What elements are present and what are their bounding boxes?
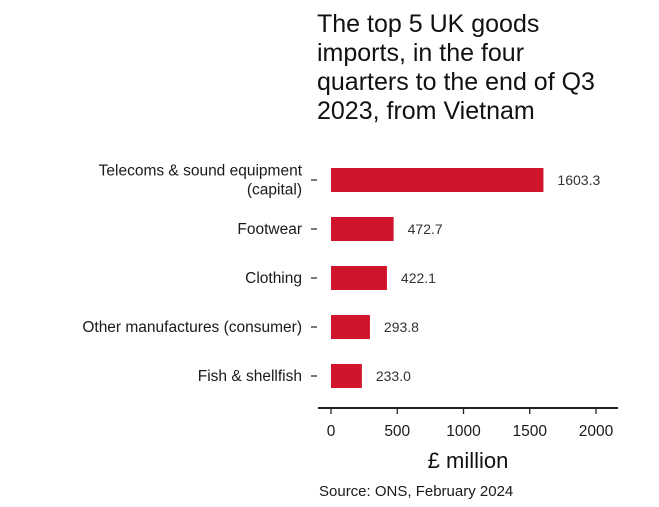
category-label: Other manufactures (consumer) xyxy=(82,319,302,336)
category-label: Telecoms & sound equipment xyxy=(99,163,303,180)
x-axis-label: £ million xyxy=(427,448,509,473)
bar xyxy=(331,315,370,339)
value-label: 293.8 xyxy=(384,319,419,335)
chart-title-line: quarters to the end of Q3 xyxy=(317,68,595,96)
value-label: 472.7 xyxy=(408,221,443,237)
chart-title-line: imports, in the four xyxy=(317,39,525,67)
value-label: 422.1 xyxy=(401,270,436,286)
source-note: Source: ONS, February 2024 xyxy=(319,483,514,500)
category-label: Clothing xyxy=(245,270,302,287)
bar xyxy=(331,364,362,388)
x-tick-label: 2000 xyxy=(579,423,614,440)
chart-title-line: 2023, from Vietnam xyxy=(317,97,535,125)
x-tick-label: 1000 xyxy=(446,423,481,440)
bar xyxy=(331,168,544,192)
chart-title-line: The top 5 UK goods xyxy=(317,10,540,38)
bar xyxy=(331,266,387,290)
category-label: Fish & shellfish xyxy=(198,368,302,385)
x-tick-label: 0 xyxy=(327,423,336,440)
category-label: Footwear xyxy=(237,221,302,238)
value-label: 233.0 xyxy=(376,368,411,384)
x-tick-label: 1500 xyxy=(513,423,548,440)
x-tick-label: 500 xyxy=(384,423,410,440)
bar xyxy=(331,217,394,241)
value-label: 1603.3 xyxy=(557,172,600,188)
category-label: (capital) xyxy=(247,182,302,199)
chart-title: The top 5 UK goods imports, in the four … xyxy=(317,10,647,126)
